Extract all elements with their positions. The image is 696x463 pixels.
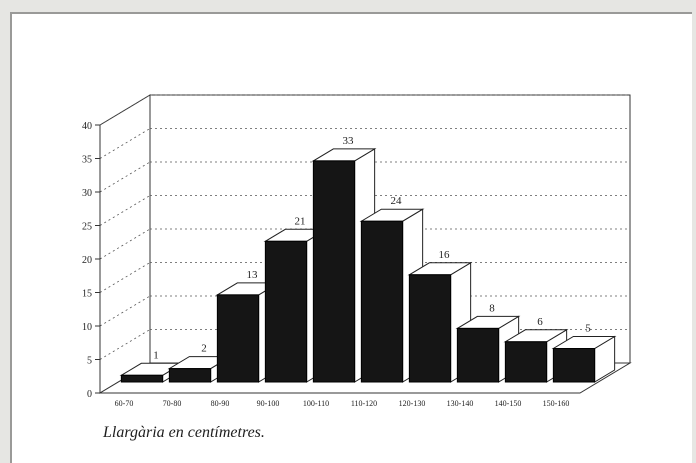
bar <box>361 221 402 382</box>
data-label: 6 <box>537 316 543 328</box>
x-axis-caption: Llargària en centímetres. <box>103 424 265 442</box>
data-label: 16 <box>439 249 451 261</box>
y-tick-label: 5 <box>87 356 92 367</box>
y-tick-label: 20 <box>82 255 92 266</box>
x-tick-label: 140-150 <box>495 399 522 408</box>
data-label: 1 <box>153 349 159 361</box>
y-tick-label: 30 <box>82 188 92 199</box>
x-tick-label: 150-160 <box>543 399 570 408</box>
left-wall <box>100 95 150 393</box>
bar <box>217 295 258 382</box>
bar <box>457 328 498 382</box>
y-tick-label: 35 <box>82 155 92 166</box>
y-tick-label: 10 <box>82 322 92 333</box>
bar <box>313 161 354 382</box>
data-label: 24 <box>391 195 403 207</box>
bar <box>169 369 210 382</box>
bar <box>409 275 450 382</box>
data-label: 8 <box>489 302 495 314</box>
data-label: 5 <box>585 323 591 335</box>
y-tick-label: 40 <box>82 121 92 132</box>
data-label: 21 <box>295 215 306 227</box>
data-label: 33 <box>343 135 355 147</box>
data-label: 2 <box>201 343 207 355</box>
y-tick-label: 0 <box>87 389 92 400</box>
x-tick-label: 80-90 <box>211 399 230 408</box>
x-tick-label: 100-110 <box>303 399 329 408</box>
bar <box>121 375 162 382</box>
bar <box>265 241 306 382</box>
x-tick-label: 110-120 <box>351 399 377 408</box>
bar <box>505 342 546 382</box>
data-label: 13 <box>247 269 259 281</box>
bar <box>553 349 594 383</box>
x-tick-label: 130-140 <box>447 399 474 408</box>
x-tick-label: 90-100 <box>257 399 280 408</box>
x-tick-label: 60-70 <box>115 399 134 408</box>
x-tick-label: 120-130 <box>399 399 426 408</box>
x-tick-label: 70-80 <box>163 399 182 408</box>
y-tick-label: 25 <box>82 222 92 233</box>
y-tick-label: 15 <box>82 289 92 300</box>
